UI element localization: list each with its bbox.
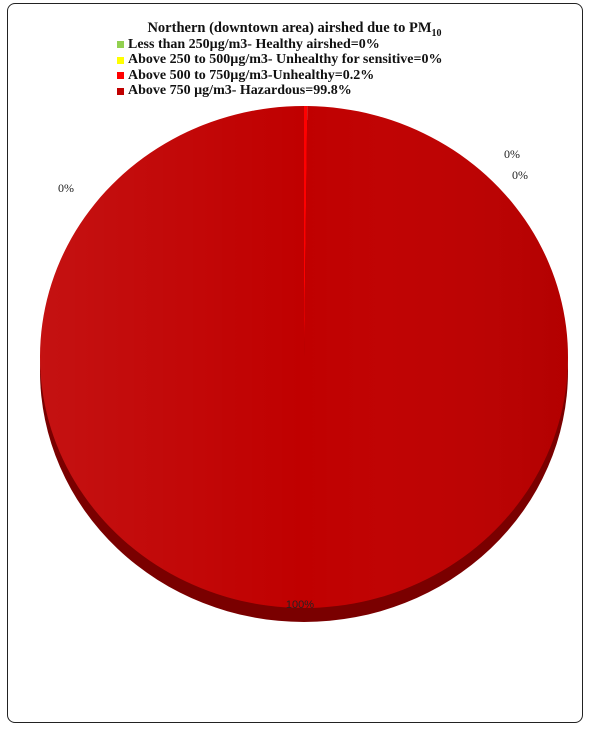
legend-label-sensitive: Above 250 to 500µg/m3- Unhealthy for sen… [128, 52, 443, 68]
data-label-0: 0% [504, 147, 520, 161]
pie-slices [39, 106, 568, 608]
chart-title: Northern (downtown area) airshed due to … [0, 20, 589, 39]
data-label-3: 100% [286, 599, 314, 611]
chart-title-text: Northern (downtown area) airshed due to … [147, 20, 432, 36]
legend-label-unhealthy: Above 500 to 750µg/m3-Unhealthy=0.2% [128, 67, 375, 83]
legend-item-healthy: Less than 250µg/m3- Healthy airshed=0% [117, 37, 442, 53]
chart-title-subscript: 10 [431, 27, 442, 39]
pie-data-labels: 0% 0% 0% 100% [58, 147, 528, 611]
chart-legend: Less than 250µg/m3- Healthy airshed=0% A… [117, 37, 442, 99]
data-label-2: 0% [58, 181, 74, 195]
legend-item-unhealthy: Above 500 to 750µg/m3-Unhealthy=0.2% [117, 68, 442, 84]
legend-label-healthy: Less than 250µg/m3- Healthy airshed=0% [128, 36, 380, 52]
legend-swatch-hazardous [117, 87, 124, 95]
legend-swatch-sensitive [117, 56, 124, 64]
legend-item-sensitive: Above 250 to 500µg/m3- Unhealthy for sen… [117, 52, 443, 69]
legend-item-hazardous: Above 750 µg/m3- Hazardous=99.8% [117, 83, 442, 100]
legend-label-hazardous: Above 750 µg/m3- Hazardous=99.8% [128, 83, 352, 99]
data-label-1: 0% [512, 168, 528, 182]
pie-slice-3 [39, 106, 568, 608]
legend-swatch-healthy [117, 41, 124, 49]
legend-swatch-unhealthy [117, 72, 124, 80]
